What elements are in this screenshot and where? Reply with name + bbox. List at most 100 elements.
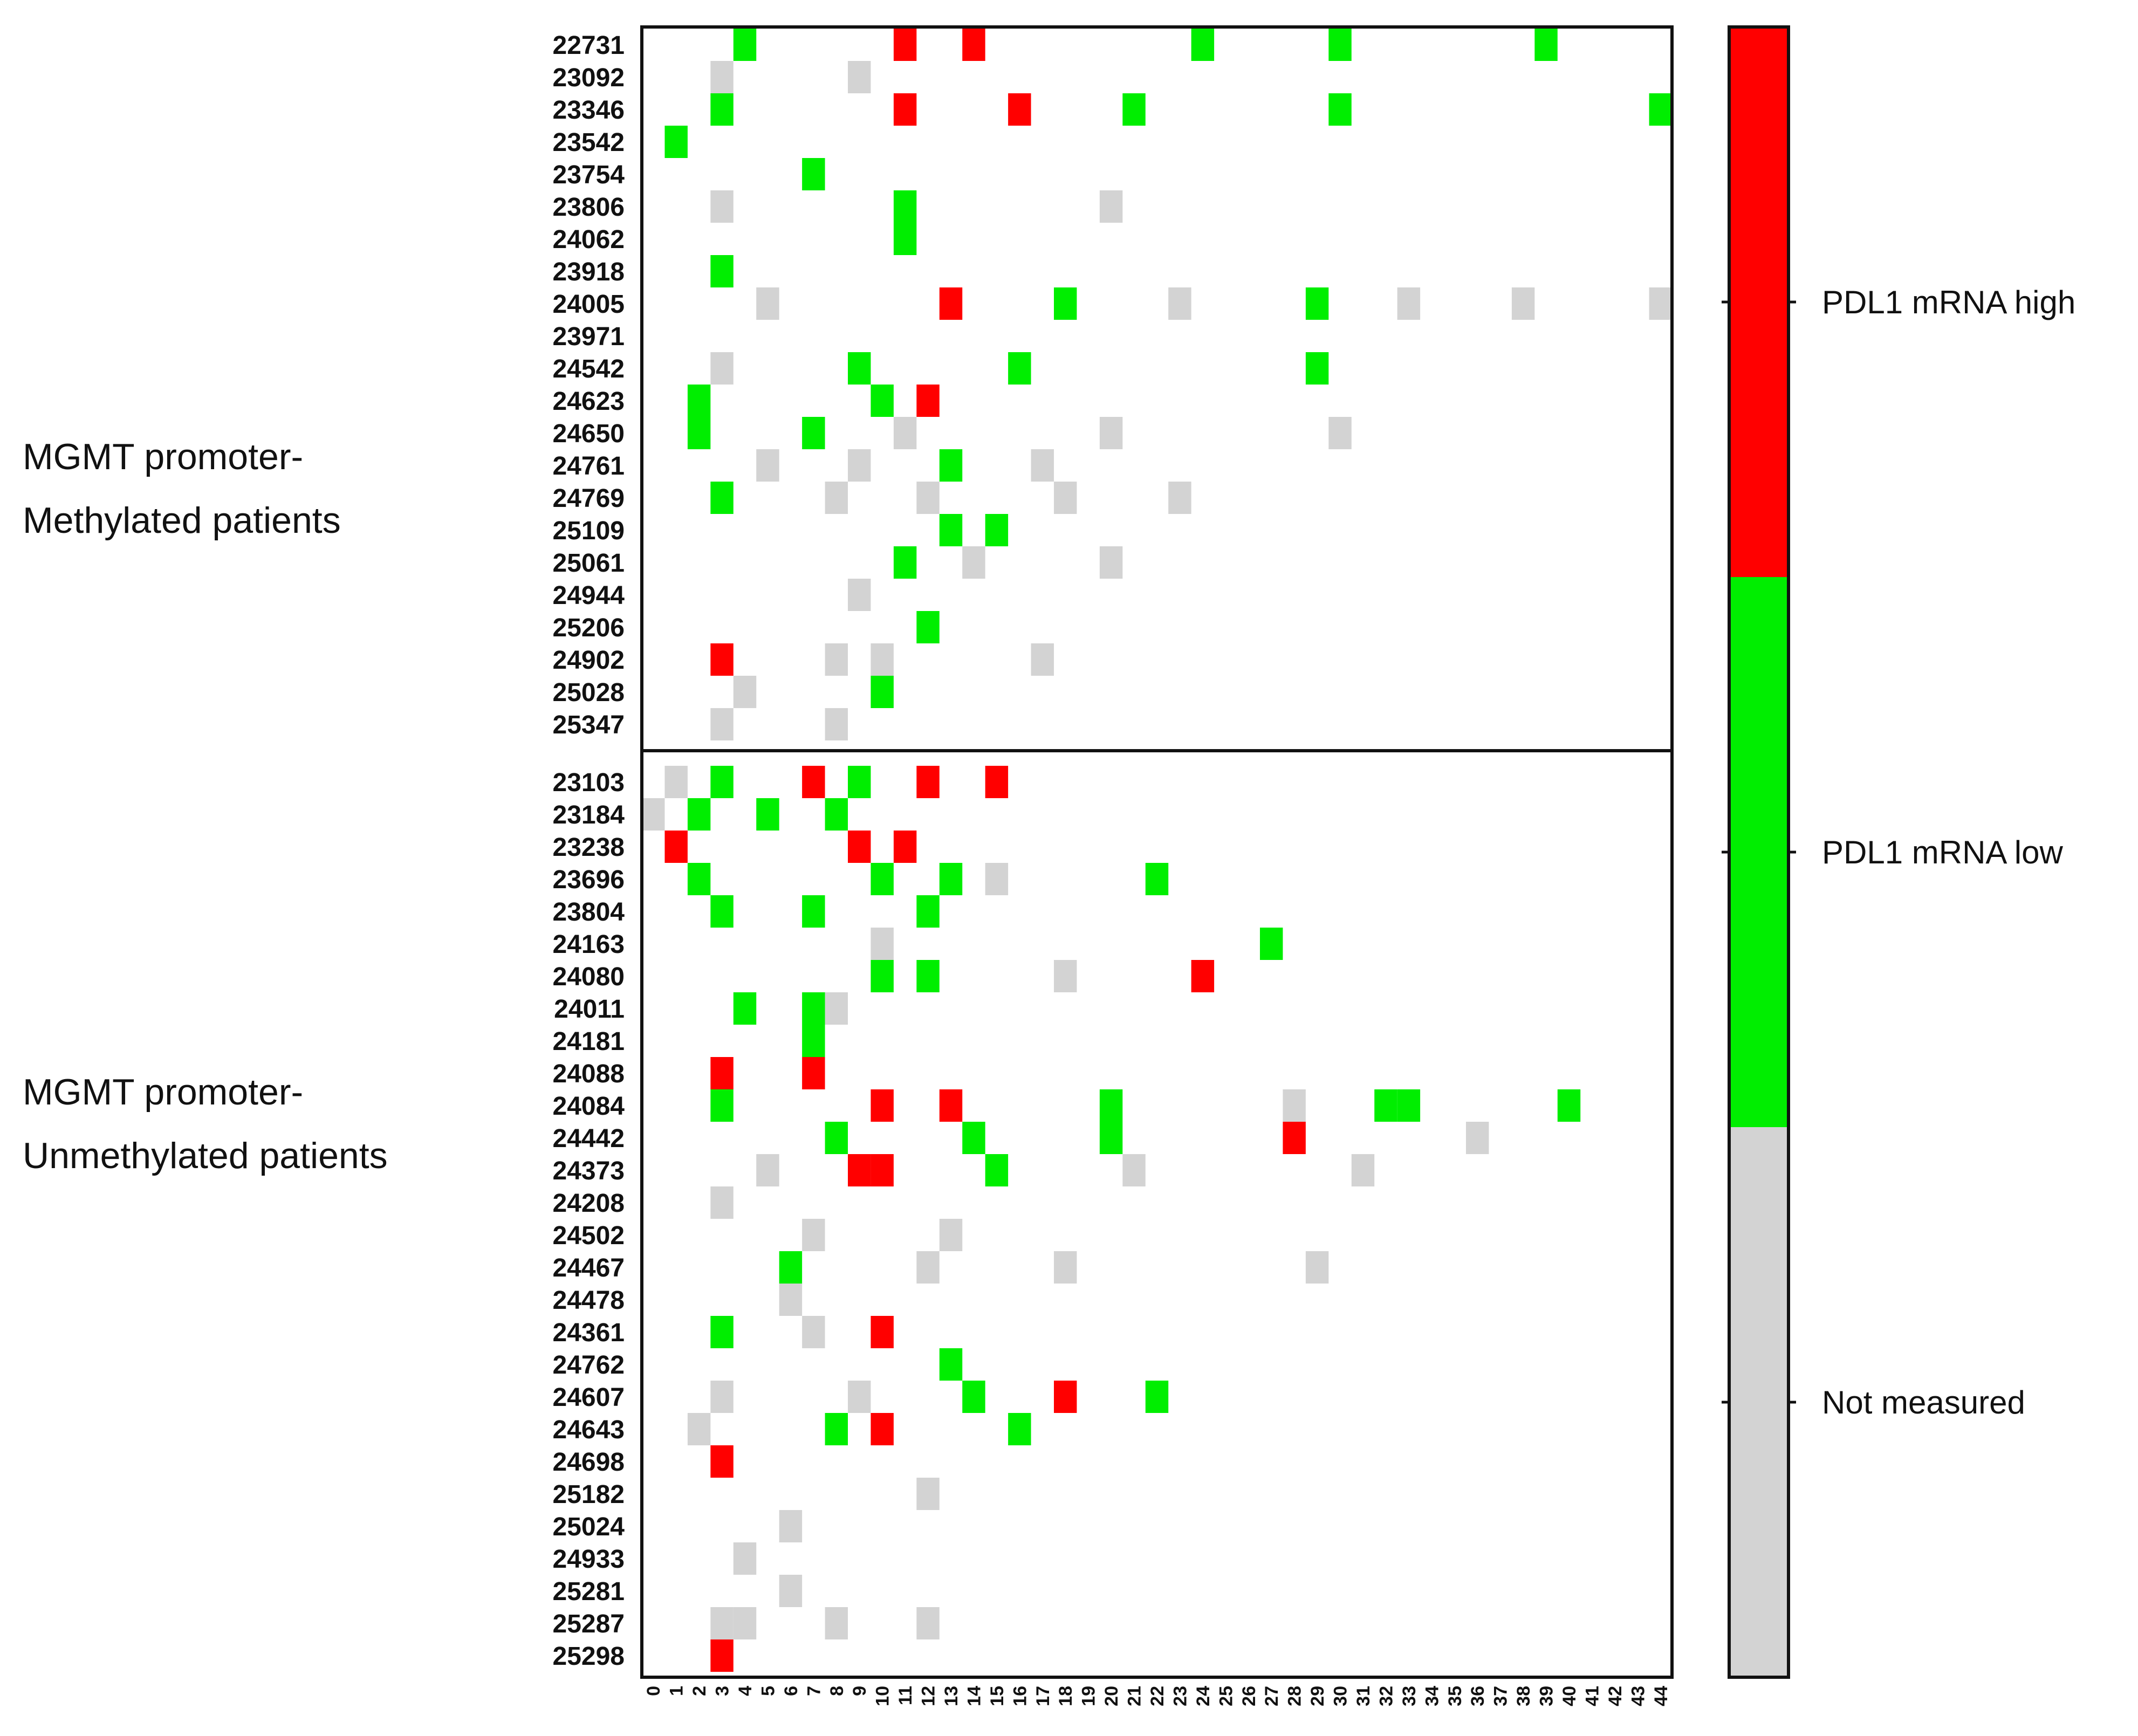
row-label: 25061	[553, 549, 625, 578]
row-label: 24650	[553, 420, 625, 448]
row-label: 23346	[553, 96, 625, 125]
heatmap-cell-low	[825, 1413, 848, 1445]
heatmap-cell-na	[1283, 1089, 1306, 1122]
heatmap-cell-na	[825, 482, 848, 514]
x-tick-label: 13	[941, 1686, 962, 1706]
x-tick-label: 25	[1216, 1686, 1236, 1706]
x-tick-label: 0	[643, 1686, 664, 1696]
heatmap-cell-high	[802, 1057, 825, 1089]
heatmap-cell-low	[1260, 928, 1283, 960]
heatmap-cell-high	[893, 831, 917, 863]
x-tick-label: 23	[1170, 1686, 1190, 1706]
heatmap-cell-na	[848, 1381, 871, 1413]
x-tick-label: 8	[827, 1686, 847, 1696]
x-tick-label: 5	[758, 1686, 778, 1696]
heatmap-cell-high	[916, 385, 940, 417]
x-tick-label: 18	[1056, 1686, 1076, 1706]
x-tick-label: 20	[1101, 1686, 1122, 1706]
row-label: 24762	[553, 1351, 625, 1380]
heatmap-cell-na	[779, 1284, 803, 1316]
heatmap-cell-low	[848, 766, 871, 798]
legend-label: PDL1 mRNA low	[1822, 834, 2063, 870]
row-label: 24467	[553, 1254, 625, 1282]
x-tick-label: 28	[1285, 1686, 1305, 1706]
heatmap-cell-na	[916, 1478, 940, 1510]
group-label: Methylated patients	[23, 500, 341, 541]
row-label: 25298	[553, 1642, 625, 1671]
heatmap-cell-na	[825, 992, 848, 1025]
heatmap-cell-low	[779, 1251, 803, 1284]
x-tick-label: 9	[849, 1686, 870, 1696]
legend-label: Not measured	[1822, 1384, 2025, 1421]
group-label: Unmethylated patients	[23, 1135, 388, 1176]
legend-swatch-low	[1729, 577, 1788, 1127]
heatmap-cell-high	[871, 1089, 894, 1122]
heatmap-cell-na	[733, 1542, 757, 1575]
heatmap-cell-na	[664, 766, 688, 798]
x-tick-label: 6	[781, 1686, 801, 1696]
row-label: 24163	[553, 930, 625, 959]
heatmap-cell-low	[916, 895, 940, 928]
unmethylated-panel-frame	[640, 749, 1674, 1679]
heatmap-cell-na	[848, 579, 871, 611]
row-label: 23696	[553, 866, 625, 894]
x-tick-label: 31	[1353, 1686, 1374, 1706]
heatmap-cell-high	[664, 831, 688, 863]
row-label: 25347	[553, 711, 625, 739]
x-tick-label: 36	[1468, 1686, 1488, 1706]
x-tick-label: 1	[667, 1686, 687, 1696]
row-label: 24005	[553, 290, 625, 319]
row-label: 24944	[553, 581, 625, 610]
heatmap-cell-na	[779, 1510, 803, 1542]
heatmap-cell-high	[893, 29, 917, 61]
heatmap-cell-low	[802, 158, 825, 190]
x-tick-label: 2	[689, 1686, 710, 1696]
x-tick-label: 38	[1513, 1686, 1534, 1706]
heatmap-cell-na	[733, 676, 757, 708]
row-label: 23754	[553, 161, 625, 189]
heatmap-cell-na	[1511, 287, 1535, 320]
heatmap-cell-low	[916, 960, 940, 992]
heatmap-cell-low	[1054, 287, 1077, 320]
row-label: 23542	[553, 128, 625, 157]
heatmap-cell-na	[779, 1575, 803, 1607]
heatmap-cell-na	[1168, 287, 1191, 320]
heatmap-cell-high	[802, 766, 825, 798]
color-legend: PDL1 mRNA high PDL1 mRNA low Not measured	[1722, 25, 2075, 1679]
row-label: 23971	[553, 323, 625, 351]
heatmap-cell-na	[756, 1154, 779, 1186]
legend-frame	[1728, 25, 1790, 1679]
heatmap-cell-low	[802, 895, 825, 928]
heatmap-cell-high	[710, 1057, 734, 1089]
heatmap-cell-low	[1305, 287, 1329, 320]
x-tick-label: 41	[1582, 1686, 1602, 1706]
heatmap-cell-low	[1145, 863, 1169, 895]
row-label: 23918	[553, 258, 625, 286]
heatmap-cell-na	[916, 1607, 940, 1639]
heatmap-cell-na	[1397, 287, 1421, 320]
heatmap-cell-low	[1145, 1381, 1169, 1413]
x-tick-label: 24	[1193, 1686, 1214, 1706]
heatmap-cell-high	[848, 1154, 871, 1186]
heatmap-cell-low	[802, 417, 825, 449]
x-tick-label: 16	[1010, 1686, 1030, 1706]
heatmap-cell-na	[756, 287, 779, 320]
heatmap-cell-high	[871, 1316, 894, 1348]
heatmap-cell-low	[848, 352, 871, 385]
heatmap-cell-low	[1099, 1122, 1123, 1154]
heatmap-cell-high	[939, 287, 963, 320]
heatmap-cell-low	[962, 1381, 985, 1413]
heatmap-cell-low	[802, 992, 825, 1025]
heatmap-cell-low	[893, 190, 917, 223]
x-tick-label: 7	[804, 1686, 824, 1696]
x-tick-label: 4	[735, 1686, 756, 1696]
heatmap-cell-na	[1054, 1251, 1077, 1284]
x-tick-label: 43	[1628, 1686, 1648, 1706]
row-label: 24084	[553, 1092, 625, 1121]
heatmap-cell-low	[733, 29, 757, 61]
row-label: 25281	[553, 1577, 625, 1606]
row-label: 25287	[553, 1610, 625, 1638]
x-tick-label: 17	[1033, 1686, 1053, 1706]
heatmap-cell-na	[1305, 1251, 1329, 1284]
